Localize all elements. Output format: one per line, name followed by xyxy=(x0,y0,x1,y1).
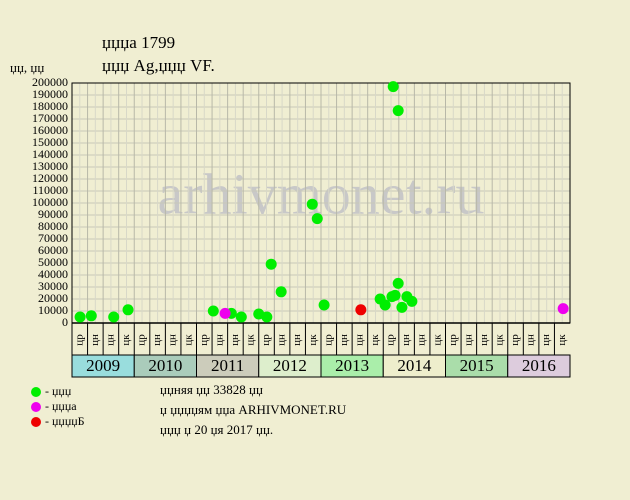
quarter-label: цк xyxy=(120,334,132,346)
quarter-label: цн xyxy=(416,334,428,346)
data-point xyxy=(355,304,367,316)
data-point xyxy=(306,198,318,210)
note: џџняя џџ 33828 џџ xyxy=(160,382,263,397)
y-tick-label: 110000 xyxy=(32,183,68,197)
x-tick-label: 2013 xyxy=(335,356,369,375)
quarter-label: цн xyxy=(276,334,288,346)
legend-marker xyxy=(31,402,41,412)
quarter-label: цр xyxy=(509,334,521,346)
quarter-label: цк xyxy=(494,334,506,346)
quarter-label: цр xyxy=(260,334,272,346)
quarter-label: цн xyxy=(89,334,101,346)
data-point xyxy=(557,303,569,315)
data-point xyxy=(392,277,404,289)
quarter-label: цн xyxy=(400,334,412,346)
data-point xyxy=(219,307,231,319)
quarter-label: цк xyxy=(556,334,568,346)
y-tick-label: 180000 xyxy=(32,99,68,113)
quarter-label: цн xyxy=(291,334,303,346)
quarter-label: цр xyxy=(73,334,85,346)
y-tick-label: 10000 xyxy=(38,303,68,317)
y-tick-label: 100000 xyxy=(32,195,68,209)
y-tick-label: 70000 xyxy=(38,231,68,245)
data-point xyxy=(396,301,408,313)
chart-subtitle: џџџ Ag,џџџ VF. xyxy=(102,56,215,75)
data-point xyxy=(387,81,399,93)
data-point xyxy=(265,258,277,270)
year-band xyxy=(507,354,571,378)
y-tick-label: 90000 xyxy=(38,207,68,221)
data-point xyxy=(406,295,418,307)
y-tick-label: 80000 xyxy=(38,219,68,233)
chart-title: џџџа 1799 xyxy=(102,33,175,52)
data-point xyxy=(122,304,134,316)
y-tick-label: 50000 xyxy=(38,255,68,269)
quarter-label: цк xyxy=(307,334,319,346)
quarter-label: цр xyxy=(136,334,148,346)
quarter-label: цн xyxy=(525,334,537,346)
y-tick-label: 120000 xyxy=(32,171,68,185)
data-point xyxy=(235,311,247,323)
data-point xyxy=(108,311,120,323)
note: џџџ џ 20 џя 2017 џџ. xyxy=(160,422,273,437)
legend-label: - џџџ xyxy=(45,384,72,398)
quarter-label: цн xyxy=(540,334,552,346)
x-tick-label: 2015 xyxy=(460,356,494,375)
quarter-label: цн xyxy=(353,334,365,346)
y-tick-label: 160000 xyxy=(32,123,68,137)
data-point xyxy=(85,310,97,322)
y-tick-label: 170000 xyxy=(32,111,68,125)
quarter-label: цн xyxy=(104,334,116,346)
y-tick-label: 20000 xyxy=(38,291,68,305)
quarter-label: цк xyxy=(182,334,194,346)
quarter-label: цр xyxy=(198,334,210,346)
legend-label: - џџџџБ xyxy=(45,414,85,428)
data-point xyxy=(275,286,287,298)
y-tick-label: 30000 xyxy=(38,279,68,293)
y-tick-label: 200000 xyxy=(32,75,68,89)
data-point xyxy=(311,213,323,225)
quarter-label: цн xyxy=(462,334,474,346)
x-tick-label: 2016 xyxy=(522,356,556,375)
quarter-label: цн xyxy=(151,334,163,346)
note: џ џџџџям џџа ARHIVMONET.RU xyxy=(160,402,347,417)
quarter-label: цн xyxy=(229,334,241,346)
y-tick-label: 60000 xyxy=(38,243,68,257)
y-tick-label: 140000 xyxy=(32,147,68,161)
quarter-label: цн xyxy=(478,334,490,346)
y-tick-label: 130000 xyxy=(32,159,68,173)
quarter-label: цк xyxy=(245,334,257,346)
legend-marker xyxy=(31,417,41,427)
x-tick-label: 2011 xyxy=(211,356,244,375)
quarter-label: цн xyxy=(213,334,225,346)
quarter-label: цн xyxy=(167,334,179,346)
quarter-label: цр xyxy=(447,334,459,346)
data-point xyxy=(389,289,401,301)
legend-marker xyxy=(31,387,41,397)
y-tick-label: 0 xyxy=(62,315,68,329)
data-point xyxy=(74,311,86,323)
data-point xyxy=(261,311,273,323)
data-point xyxy=(318,299,330,311)
quarter-label: цр xyxy=(385,334,397,346)
y-tick-label: 190000 xyxy=(32,87,68,101)
x-tick-label: 2014 xyxy=(397,356,432,375)
quarter-label: цк xyxy=(431,334,443,346)
x-tick-label: 2012 xyxy=(273,356,307,375)
x-tick-label: 2009 xyxy=(86,356,120,375)
x-tick-label: 2010 xyxy=(148,356,182,375)
y-tick-label: 150000 xyxy=(32,135,68,149)
data-point xyxy=(392,105,404,117)
legend-label: - џџџа xyxy=(45,399,77,413)
quarter-label: цн xyxy=(338,334,350,346)
quarter-label: цк xyxy=(369,334,381,346)
data-point xyxy=(379,299,391,311)
y-axis-label: џџ, џџ xyxy=(10,60,44,75)
y-tick-label: 40000 xyxy=(38,267,68,281)
quarter-label: цр xyxy=(322,334,334,346)
data-point xyxy=(207,305,219,317)
